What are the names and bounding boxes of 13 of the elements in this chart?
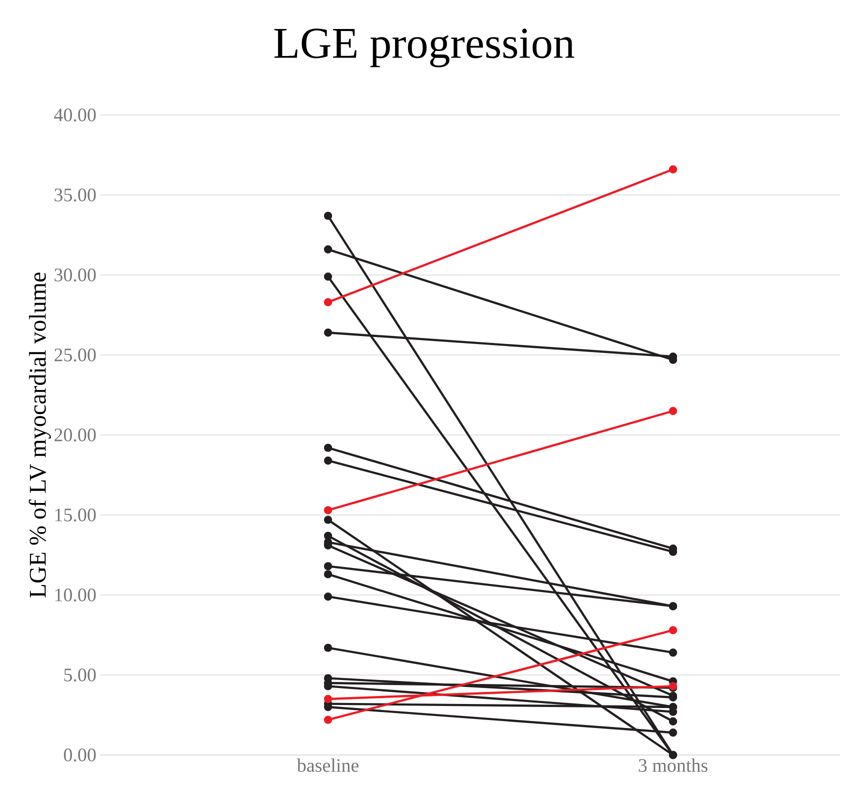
x-tick-label: 3 months — [638, 758, 708, 772]
y-tick-label: 40.00 — [54, 108, 96, 122]
y-tick-label: 25.00 — [54, 348, 96, 362]
y-tick-label: 20.00 — [54, 428, 96, 442]
y-tick-label: 5.00 — [64, 668, 96, 682]
y-tick-label: 0.00 — [64, 748, 96, 762]
y-tick-label: 10.00 — [55, 588, 96, 602]
chart-title: LGE progression — [274, 28, 574, 68]
y-tick-label: 15.00 — [55, 508, 96, 522]
y-axis-title: LGE % of LV myocardial volume — [28, 272, 51, 598]
x-tick-label: baseline — [296, 758, 359, 772]
y-tick-label: 35.00 — [54, 188, 96, 202]
y-tick-label: 30.00 — [54, 268, 96, 282]
